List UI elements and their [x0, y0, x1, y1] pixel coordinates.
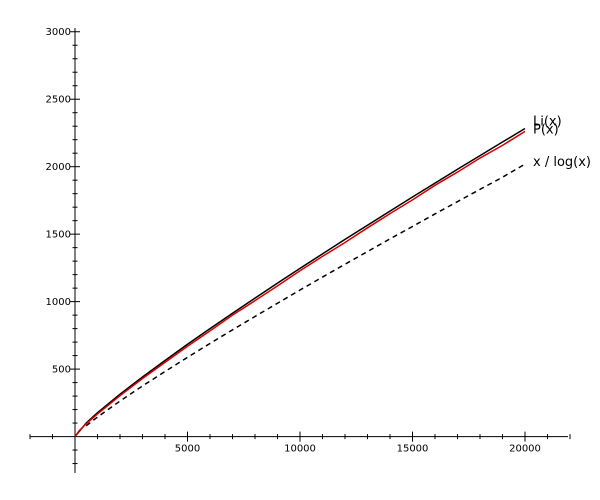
series-line-1: [74, 127, 526, 438]
x-tick-label: 5000: [175, 444, 200, 455]
series-labels: Li(x)P(x) x / log(x): [533, 114, 591, 170]
series-lines: [74, 127, 526, 438]
y-tick-label: 3000: [46, 27, 71, 38]
y-tick-label: 2500: [46, 95, 71, 106]
x-tick-label: 20000: [509, 444, 541, 455]
x-tick-label: 15000: [397, 444, 429, 455]
y-tick-label: 1500: [46, 230, 71, 241]
x-tick-label: 10000: [284, 444, 316, 455]
series-line-2: [74, 130, 526, 437]
series-line-3: [85, 163, 526, 427]
series-label-1: Li(x): [533, 114, 562, 129]
y-tick-label: 1000: [46, 297, 71, 308]
series-label-2: P(x): [533, 122, 559, 137]
series-label-3: x / log(x): [533, 155, 591, 170]
axes: 5000 10000 15000 20000 500 1000 1500 2000 2500 30…: [29, 27, 571, 473]
y-tick-label: 2000: [46, 162, 71, 173]
y-tick-label: 500: [52, 365, 71, 376]
